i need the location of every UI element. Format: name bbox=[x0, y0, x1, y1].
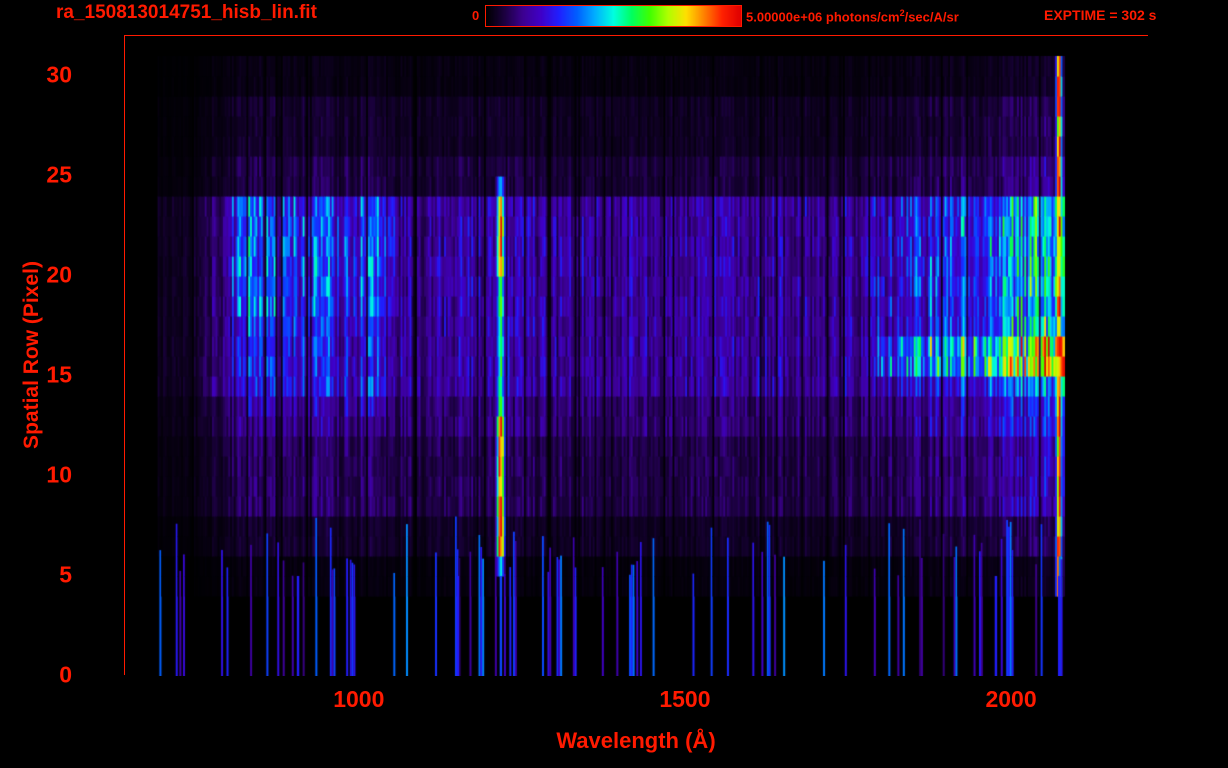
exposure-time-label: EXPTIME = 302 s bbox=[1044, 7, 1157, 23]
colorbar-max-value: 5.00000e+06 bbox=[746, 9, 823, 25]
y-axis-title: Spatial Row (Pixel) bbox=[20, 261, 43, 449]
page-title: ra_150813014751_hisb_lin.fit bbox=[56, 2, 317, 23]
colorbar-units-exponent: 2 bbox=[899, 8, 905, 18]
spectrogram-image bbox=[125, 36, 1149, 676]
colorbar-units-prefix: photons/cm bbox=[822, 9, 900, 25]
y-axis-tick-label: 25 bbox=[46, 161, 72, 188]
plot-frame bbox=[124, 35, 1149, 676]
colorbar-min-label: 0 bbox=[472, 8, 480, 23]
x-axis-tick-label: 1500 bbox=[659, 686, 711, 712]
y-axis-tick-label: 5 bbox=[59, 561, 72, 588]
y-axis-tick-label: 0 bbox=[59, 661, 72, 688]
x-axis-title: Wavelength (Å) bbox=[556, 728, 716, 753]
colorbar-units-suffix: /sec/A/sr bbox=[904, 9, 959, 25]
y-axis-title-wrapper: Spatial Row (Pixel) bbox=[20, 35, 43, 675]
x-axis-tick-label: 2000 bbox=[985, 686, 1037, 712]
colorbar-max-label: 5.00000e+06 photons/cm2/sec/A/sr bbox=[746, 8, 959, 24]
y-axis-tick-label: 15 bbox=[46, 361, 72, 388]
x-axis-tick-label: 1000 bbox=[333, 686, 385, 712]
colorbar bbox=[485, 5, 742, 27]
colorbar-gradient bbox=[486, 6, 741, 26]
y-axis-tick-label: 30 bbox=[46, 61, 72, 88]
y-axis-tick-label: 20 bbox=[46, 261, 72, 288]
y-axis-tick-label: 10 bbox=[46, 461, 72, 488]
